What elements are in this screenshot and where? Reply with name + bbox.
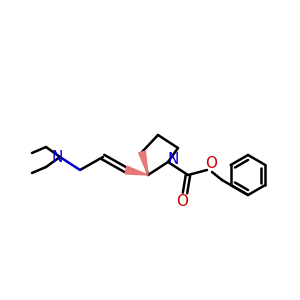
Text: O: O (176, 194, 188, 208)
Text: O: O (205, 157, 217, 172)
Text: N: N (167, 152, 179, 167)
Polygon shape (139, 151, 148, 175)
Text: N: N (51, 151, 63, 166)
Polygon shape (125, 166, 148, 175)
